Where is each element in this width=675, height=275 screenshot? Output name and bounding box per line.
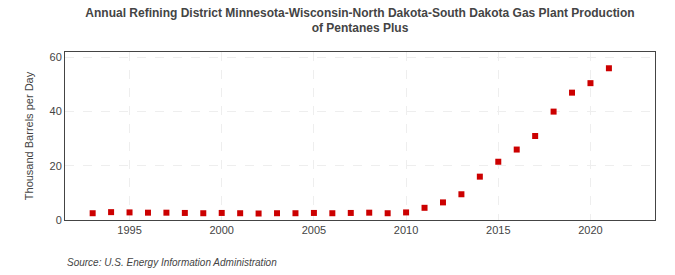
svg-text:0: 0 (56, 214, 62, 226)
svg-text:2005: 2005 (302, 224, 326, 236)
svg-text:Thousand Barrels per Day: Thousand Barrels per Day (23, 71, 35, 200)
svg-text:Source: U.S. Energy Informatio: Source: U.S. Energy Information Administ… (67, 257, 277, 268)
svg-text:2000: 2000 (209, 224, 233, 236)
svg-text:Annual Refining District Minne: Annual Refining District Minnesota-Wisco… (85, 6, 634, 36)
svg-text:2010: 2010 (394, 224, 418, 236)
svg-text:1995: 1995 (117, 224, 141, 236)
svg-text:2020: 2020 (578, 224, 602, 236)
svg-text:20: 20 (50, 160, 62, 172)
svg-text:60: 60 (50, 51, 62, 63)
svg-text:40: 40 (50, 105, 62, 117)
svg-text:2015: 2015 (486, 224, 510, 236)
